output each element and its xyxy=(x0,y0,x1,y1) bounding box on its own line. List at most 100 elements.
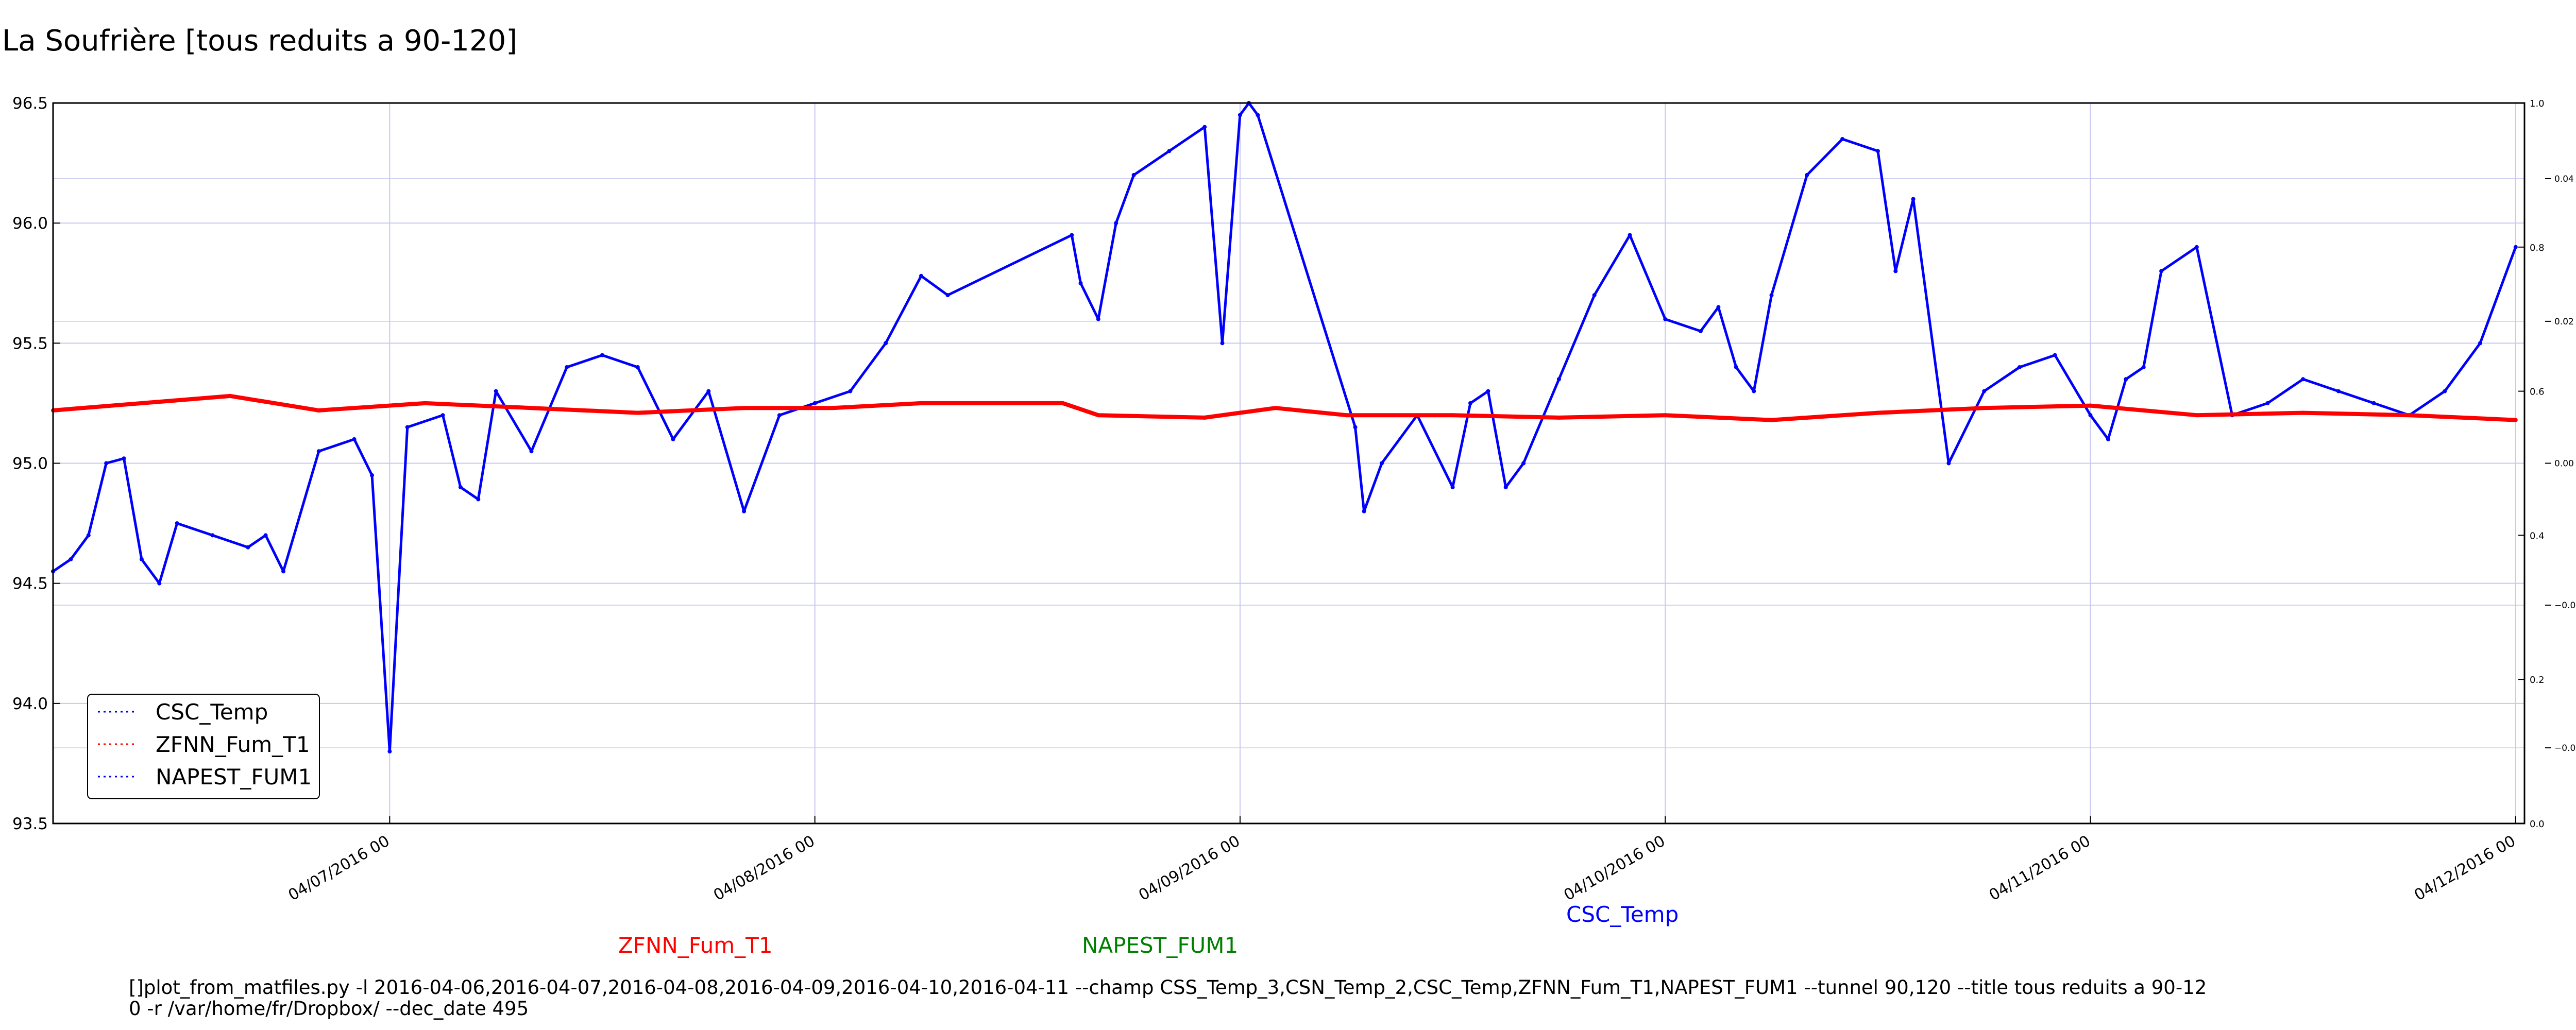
legend-item-zfnn: ZFNN_Fum_T1 xyxy=(98,732,310,757)
data-point xyxy=(1769,418,1774,422)
legend: CSC_Temp ZFNN_Fum_T1 NAPEST_FUM1 xyxy=(87,694,320,799)
data-point xyxy=(1840,137,1845,141)
data-point xyxy=(1273,406,1278,410)
data-point xyxy=(352,437,357,441)
data-point xyxy=(210,533,215,538)
data-point xyxy=(529,406,534,410)
y3-tick-label: 0.02 xyxy=(2554,317,2574,327)
data-point xyxy=(2301,377,2306,382)
series-line xyxy=(53,393,2516,422)
data-point xyxy=(2018,365,2022,369)
data-point xyxy=(1070,233,1074,237)
x-tick-label: 04/08/2016 00 xyxy=(710,832,818,905)
data-point xyxy=(1486,389,1490,393)
y2-tick-label: 0.2 xyxy=(2530,675,2545,685)
data-point xyxy=(387,749,392,754)
data-point xyxy=(423,401,428,405)
data-point xyxy=(600,353,604,357)
data-point xyxy=(440,413,445,418)
data-point xyxy=(228,393,232,398)
data-point xyxy=(706,389,711,393)
data-point xyxy=(1131,173,1136,177)
data-point xyxy=(1521,461,1526,466)
data-point xyxy=(1450,413,1455,418)
data-point xyxy=(2194,413,2199,418)
data-point xyxy=(1380,461,1384,466)
data-point xyxy=(316,449,321,454)
y-tick-label: 93.5 xyxy=(12,815,48,833)
y2-tick-label: 0.4 xyxy=(2530,530,2545,541)
data-point xyxy=(1344,413,1349,418)
data-point xyxy=(1875,410,1880,415)
data-point xyxy=(742,406,747,410)
data-point xyxy=(139,557,144,561)
y-tick-label: 96.5 xyxy=(12,94,48,113)
data-point xyxy=(2513,245,2518,249)
data-point xyxy=(1752,389,1756,393)
x-tick-label: 04/12/2016 00 xyxy=(2411,832,2519,905)
y2-tick-label: 0.0 xyxy=(2530,819,2545,830)
data-point xyxy=(69,557,73,561)
data-point xyxy=(812,401,817,405)
data-point xyxy=(1353,425,1358,430)
data-point xyxy=(1982,406,1987,410)
legend-label-zfnn: ZFNN_Fum_T1 xyxy=(156,732,310,757)
data-point xyxy=(635,365,640,369)
data-point xyxy=(945,293,950,298)
data-point xyxy=(104,461,109,466)
data-point xyxy=(1911,197,1916,201)
data-point xyxy=(1096,317,1100,321)
data-point xyxy=(1061,401,1065,405)
data-point xyxy=(2513,418,2518,422)
y-tick-label: 94.5 xyxy=(12,575,48,593)
data-point xyxy=(1556,377,1561,382)
data-point xyxy=(458,485,463,490)
legend-box xyxy=(87,694,320,799)
data-point xyxy=(2194,245,2199,249)
data-point xyxy=(831,406,835,410)
data-point xyxy=(742,509,747,513)
data-point xyxy=(370,473,374,477)
data-point xyxy=(848,389,853,393)
series-label-napest: NAPEST_FUM1 xyxy=(1082,933,1238,958)
data-point xyxy=(2053,353,2057,357)
y-tick-label: 95.5 xyxy=(12,334,48,353)
data-point xyxy=(635,410,640,415)
data-point xyxy=(494,389,498,393)
legend-item-csc: CSC_Temp xyxy=(98,699,268,725)
data-point xyxy=(1628,233,1632,237)
data-point xyxy=(2407,413,2412,418)
data-point xyxy=(565,365,569,369)
series-label-zfnn: ZFNN_Fum_T1 xyxy=(618,933,773,958)
x-tick-label: 04/11/2016 00 xyxy=(1986,832,2094,905)
data-point xyxy=(1769,293,1774,298)
data-point xyxy=(405,425,410,430)
data-point xyxy=(263,533,268,538)
x-tick-label: 04/10/2016 00 xyxy=(1561,832,1669,905)
data-point xyxy=(1450,485,1455,490)
data-point xyxy=(1893,269,1898,273)
data-point xyxy=(671,437,675,441)
data-point xyxy=(919,401,923,405)
data-point xyxy=(2301,410,2306,415)
data-point xyxy=(246,545,250,550)
data-point xyxy=(1982,389,1987,393)
data-point xyxy=(1202,125,1207,129)
data-point xyxy=(1805,173,1809,177)
series-label-csc: CSC_Temp xyxy=(1566,902,1679,927)
y2-tick-label: 0.6 xyxy=(2530,387,2545,398)
y3-tick-label: −0.04 xyxy=(2554,743,2576,753)
y3-tick-label: −0.02 xyxy=(2554,600,2576,611)
y-tick-label: 95.0 xyxy=(12,455,48,473)
grid xyxy=(53,102,2524,824)
data-point xyxy=(1238,113,1242,117)
data-point xyxy=(2478,341,2482,346)
y3-tick-label: 0.04 xyxy=(2554,174,2574,184)
data-point xyxy=(884,341,888,346)
data-point xyxy=(2106,437,2110,441)
x-tick-label: 04/07/2016 00 xyxy=(285,832,393,905)
data-point xyxy=(2124,377,2128,382)
data-point xyxy=(157,581,162,586)
data-point xyxy=(1220,341,1225,346)
